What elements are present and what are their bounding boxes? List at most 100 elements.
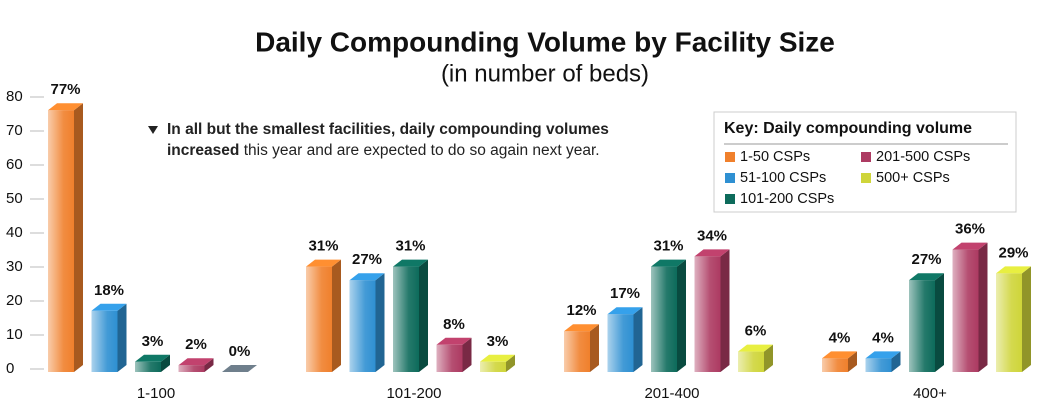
bar-top xyxy=(178,358,214,366)
legend-label: 500+ CSPs xyxy=(876,170,950,186)
bar-shine xyxy=(607,314,634,372)
bar-shine xyxy=(996,273,1022,372)
bar-side xyxy=(978,242,988,372)
value-label: 8% xyxy=(443,316,465,333)
bar-top xyxy=(607,307,643,315)
value-label: 0% xyxy=(229,343,251,360)
value-label: 34% xyxy=(697,227,727,244)
annotation: In all but the smallest facilities, dail… xyxy=(167,119,637,161)
bar-side xyxy=(891,351,901,372)
bar-shine xyxy=(178,365,205,372)
bar-top xyxy=(393,259,428,267)
bar-top xyxy=(480,354,515,362)
value-label: 3% xyxy=(142,333,164,350)
bar-top xyxy=(48,103,83,111)
annotation-bold: In all but the smallest facilities, dail… xyxy=(167,121,609,159)
bar-side xyxy=(677,259,686,372)
bar-top xyxy=(651,259,686,267)
bar-top xyxy=(91,303,127,311)
bar-top xyxy=(996,266,1031,274)
y-tick-label: 30 xyxy=(6,258,23,275)
legend-swatch xyxy=(725,173,735,183)
y-tick-label: 50 xyxy=(6,190,23,207)
bar-side xyxy=(848,351,857,372)
legend-label: 101-200 CSPs xyxy=(740,191,834,207)
y-tick-label: 60 xyxy=(6,156,23,173)
y-tick-label: 70 xyxy=(6,122,23,139)
bar-top xyxy=(694,249,730,257)
legend-label: 1-50 CSPs xyxy=(740,149,810,165)
bar-shine xyxy=(651,266,677,372)
bar-top xyxy=(909,273,944,281)
bar-top xyxy=(822,351,857,359)
bar-shine xyxy=(909,280,935,372)
y-tick-label: 80 xyxy=(6,88,23,105)
bar-side xyxy=(590,324,599,372)
bar-top xyxy=(436,337,472,345)
bar-shine xyxy=(48,110,74,372)
bar-shine xyxy=(865,358,892,372)
bar-side xyxy=(633,307,643,372)
x-tick-label: 1-100 xyxy=(137,385,175,402)
y-tick-label: 0 xyxy=(6,360,14,377)
y-tick-label: 10 xyxy=(6,326,23,343)
bar-shine xyxy=(135,361,161,372)
bar-shine xyxy=(564,331,590,372)
bar-shine xyxy=(393,266,419,372)
y-tick-label: 40 xyxy=(6,224,23,241)
bar-top xyxy=(222,365,257,372)
chart-title: Daily Compounding Volume by Facility Siz… xyxy=(255,26,835,57)
value-label: 4% xyxy=(872,329,894,346)
bar-shine xyxy=(349,280,376,372)
bar-top xyxy=(306,259,341,267)
bar-side xyxy=(332,259,341,372)
bar-shine xyxy=(694,256,721,372)
bar-side xyxy=(1022,266,1031,372)
bar-side xyxy=(375,273,385,372)
value-label: 17% xyxy=(610,285,640,302)
bar-side xyxy=(764,344,773,372)
value-label: 31% xyxy=(653,238,683,255)
legend-label: 51-100 CSPs xyxy=(740,170,826,186)
bar-side xyxy=(204,358,214,372)
bar-shine xyxy=(822,358,848,372)
value-label: 12% xyxy=(566,302,596,319)
bar-side xyxy=(720,249,730,372)
value-label: 36% xyxy=(955,221,985,238)
x-tick-label: 400+ xyxy=(913,385,947,402)
legend-swatch xyxy=(861,152,871,162)
x-tick-label: 201-400 xyxy=(644,385,699,402)
bar-shine xyxy=(436,344,463,372)
bar-side xyxy=(74,103,83,372)
value-label: 27% xyxy=(911,251,941,268)
value-label: 3% xyxy=(487,333,509,350)
bar-side xyxy=(117,303,127,372)
legend-swatch xyxy=(725,194,735,204)
y-tick-label: 20 xyxy=(6,292,23,309)
legend-swatch xyxy=(861,173,871,183)
legend-label: 201-500 CSPs xyxy=(876,149,970,165)
chart-subtitle: (in number of beds) xyxy=(441,60,649,87)
note-bullet xyxy=(148,126,158,134)
legend-title: Key: Daily compounding volume xyxy=(724,120,972,137)
bar-top xyxy=(349,273,385,281)
bar-top xyxy=(952,242,988,250)
bar-shine xyxy=(306,266,332,372)
bar-top xyxy=(865,351,901,359)
value-label: 31% xyxy=(395,238,425,255)
bar-shine xyxy=(91,310,118,372)
bar-side xyxy=(935,273,944,372)
value-label: 2% xyxy=(185,336,207,353)
bar-side xyxy=(161,354,170,372)
value-label: 77% xyxy=(50,81,80,98)
bar-side xyxy=(419,259,428,372)
legend-swatch xyxy=(725,152,735,162)
bar-shine xyxy=(480,361,506,372)
bar-shine xyxy=(738,351,764,372)
bar-top xyxy=(738,344,773,352)
bar-side xyxy=(462,337,472,372)
value-label: 31% xyxy=(308,238,338,255)
value-label: 29% xyxy=(998,244,1028,261)
